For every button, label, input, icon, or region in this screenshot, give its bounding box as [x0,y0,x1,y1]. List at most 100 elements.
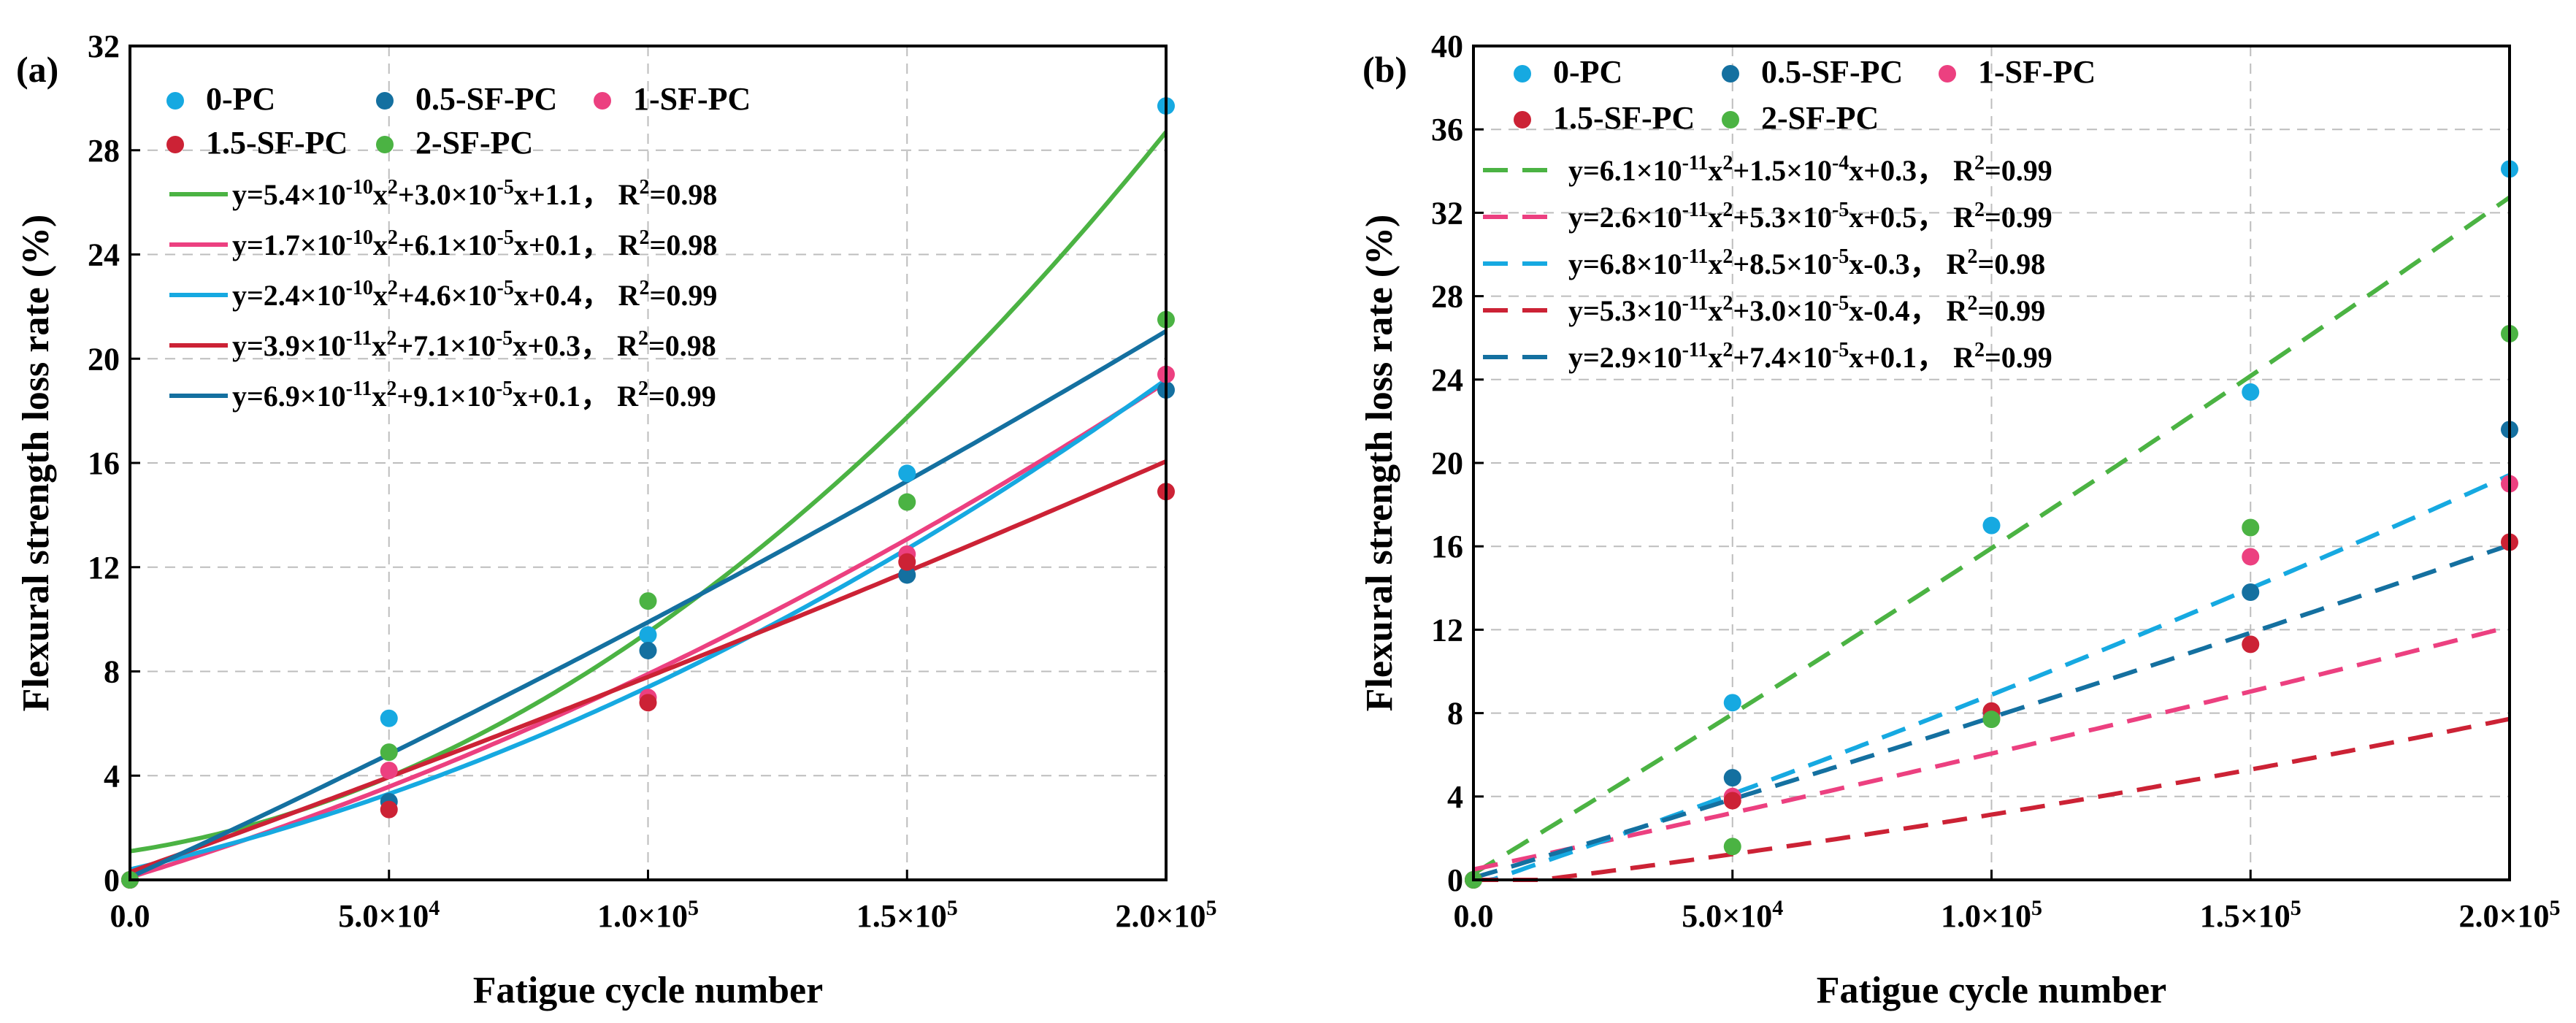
superscript: 2 [1974,339,1985,361]
superscript: -5 [496,327,513,350]
fit-curve-0.5-SF-PC [129,329,1168,880]
superscript: -11 [1682,339,1709,361]
ticks: 0.0 5.0×104 1.0×105 1.5×105 2.0×105048121620… [88,28,1217,934]
superscript: 2 [1722,245,1733,268]
text-run: +7.1×10 [396,329,496,362]
superscript: 2 [640,176,650,199]
x-axis-title: Fatigue cycle number [473,970,823,1011]
point-0-PC [1982,516,2001,535]
x-tick-label: 5.0×104 [338,896,440,935]
text-run: x-0.3， R [1849,248,1968,280]
superscript: -10 [346,226,373,249]
ticks: 0.0 5.0×104 1.0×105 1.5×105 2.0×105048121620… [1431,28,2561,934]
text-run: x [1708,154,1722,187]
legend-marker-2-SF-PC [376,136,394,153]
superscript: 2 [640,226,650,249]
point-0-PC [898,464,916,483]
fit-curve-1-SF-PC [129,380,1168,880]
panel-label: (a) [16,49,58,90]
y-tick-label: 0 [1447,862,1463,898]
superscript: 2 [386,327,396,350]
y-tick-label: 24 [88,237,120,273]
text-run: +3.0×10 [398,178,497,211]
text-run: x [372,329,386,362]
data-points [1465,160,2518,889]
text-run: y=3.9×10 [232,329,346,362]
legend-marker-0-PC [1514,65,1531,83]
x-tick-exponent: 5 [947,896,958,920]
x-tick-label: 1.0×105 [597,896,699,935]
fit-equation-0-PC: y=6.8×10-11x2+8.5×10-5x-0.3， R2=0.98 [1568,245,2045,281]
y-tick-label: 20 [1431,445,1463,481]
legend-marker-0.5-SF-PC [1722,65,1739,83]
x-tick-label: 2.0×105 [1115,896,1216,935]
text-run: =0.98 [648,329,716,362]
fit-equation-2-SF-PC: y=6.1×10-11x2+1.5×10-4x+0.3， R2=0.99 [1568,152,2052,188]
fit-curves [1472,195,2511,882]
point-2-SF-PC [639,592,657,610]
text-run: x [1708,294,1722,327]
point-0.5-SF-PC [2242,583,2260,602]
fit-equation-0.5-SF-PC: y=2.9×10-11x2+7.4×10-5x+0.1， R2=0.99 [1568,339,2052,375]
point-2-SF-PC [1982,710,2001,729]
point-0.5-SF-PC [1723,769,1741,787]
superscript: 2 [386,378,396,400]
text-run: x-0.4， R [1849,294,1968,327]
superscript: 2 [388,277,398,299]
x-tick-mantissa: 2.0×10 [2458,898,2549,934]
text-run: y=2.6×10 [1568,201,1682,234]
legend-label-0-PC: 0-PC [206,81,275,117]
legend-marker-2-SF-PC [1722,111,1739,129]
text-run: +1.5×10 [1733,154,1832,187]
text-run: x [1708,201,1722,234]
point-2-SF-PC [2242,518,2260,537]
x-tick-mantissa: 2.0×10 [1115,898,1205,934]
x-tick-mantissa: 5.0×10 [1682,898,1772,934]
text-run: +3.0×10 [1733,294,1832,327]
text-run: x+0.3， R [513,329,639,362]
point-0-PC [1723,694,1741,712]
x-tick-mantissa: 0.0 [1454,898,1494,934]
superscript: -4 [1832,152,1849,175]
superscript: 2 [388,226,398,249]
x-tick-exponent: 5 [2031,896,2042,920]
text-run: =0.99 [1985,154,2052,187]
superscript: 2 [1722,292,1733,315]
legend-marker-1-SF-PC [594,92,611,110]
text-run: x [372,380,386,413]
legend-marker-0.5-SF-PC [376,92,394,110]
legend-marker-1-SF-PC [1939,65,1956,83]
x-tick-mantissa: 5.0×10 [338,898,429,934]
y-tick-label: 40 [1431,28,1463,64]
data-points [121,97,1175,889]
x-tick-exponent: 5 [2550,896,2561,920]
legend: 0-PC 0.5-SF-PC 1-SF-PC 1.5-SF-PC 2-SF-PC y=6.… [1483,54,2096,374]
superscript: -5 [1832,339,1849,361]
legend-label-0-PC: 0-PC [1553,54,1622,90]
y-tick-label: 24 [1431,362,1463,398]
fit-curve-0.5-SF-PC [1473,543,2510,880]
x-tick-exponent: 4 [429,896,440,920]
x-tick-label: 1.5×105 [2200,896,2301,935]
fit-curve-1.5-SF-PC [129,459,1168,875]
superscript: 2 [1974,152,1985,175]
superscript: -11 [1682,292,1709,315]
x-tick-mantissa: 1.0×10 [597,898,688,934]
superscript: -5 [1832,199,1849,221]
superscript: -5 [497,176,514,199]
superscript: -5 [1832,245,1849,268]
text-run: y=1.7×10 [232,229,346,261]
text-run: y=6.9×10 [232,380,346,413]
point-2-SF-PC [898,493,916,511]
x-tick-label: 0.0 [110,898,150,934]
y-axis-title: Flexural strength loss rate (%) [1359,215,1400,712]
legend-marker-1.5-SF-PC [1514,111,1531,129]
y-axis-title: Flexural strength loss rate (%) [15,215,57,712]
legend-label-1.5-SF-PC: 1.5-SF-PC [206,125,348,161]
y-tick-label: 28 [1431,279,1463,315]
text-run: +5.3×10 [1733,201,1832,234]
text-run: y=5.4×10 [232,178,346,211]
x-tick-label: 1.5×105 [856,896,958,935]
superscript: -10 [346,176,373,199]
superscript: 2 [640,277,650,299]
